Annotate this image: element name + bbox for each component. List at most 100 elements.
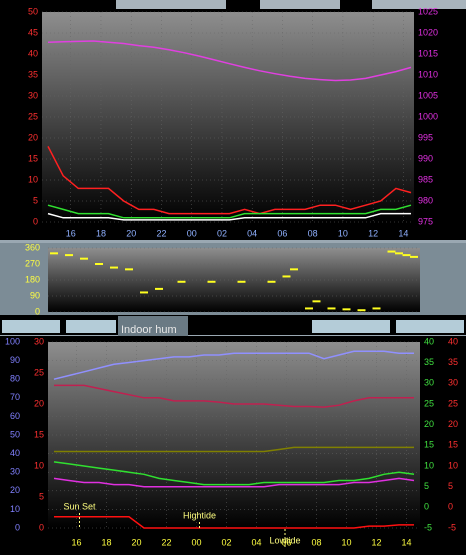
x-tick-label: 06 [277, 228, 287, 238]
point [372, 307, 381, 310]
x-tick-label: 12 [368, 228, 378, 238]
annotation-label: Lowtide [269, 535, 300, 545]
y-tick-label: 5 [448, 481, 453, 491]
tab[interactable] [372, 0, 466, 9]
series-line [47, 146, 412, 215]
x-tick-label: 02 [221, 537, 231, 547]
y-tick-label: 20 [424, 419, 434, 429]
point [95, 263, 103, 265]
x-tick-label: 22 [161, 537, 171, 547]
x-tick-label: 04 [247, 228, 257, 238]
y-tick-label: 180 [25, 274, 40, 284]
plot-area [48, 248, 420, 312]
button[interactable] [66, 320, 116, 333]
y-tick-label: 975 [418, 216, 433, 226]
point [267, 280, 276, 283]
series-line [53, 461, 415, 486]
y-tick-label: 50 [28, 6, 38, 16]
y-tick-label: 985 [418, 174, 433, 184]
y-tick-label: 0 [424, 502, 429, 512]
tab[interactable] [260, 0, 340, 9]
y-tick-label: 90 [10, 355, 20, 365]
y-tick-label: 995 [418, 132, 433, 142]
y-tick-label: 30 [10, 467, 20, 477]
x-tick-label: 18 [96, 228, 106, 238]
button[interactable] [396, 320, 464, 333]
y-tick-label: 980 [418, 195, 433, 205]
y-tick-label: 20 [28, 132, 38, 142]
x-tick-label: 18 [101, 537, 111, 547]
y-tick-label: 25 [28, 111, 38, 121]
point [140, 291, 148, 294]
y-tick-label: 15 [34, 429, 44, 439]
annotation-label: Sun Set [63, 501, 96, 511]
x-tick-label: 10 [338, 228, 348, 238]
point [395, 252, 403, 255]
plot-area [42, 12, 414, 222]
y-tick-label: 10 [28, 174, 38, 184]
y-tick-label: 30 [448, 378, 458, 388]
button[interactable] [312, 320, 390, 333]
point [177, 280, 186, 283]
series-line [47, 204, 412, 219]
y-tick-label: 1005 [418, 90, 438, 100]
y-tick-label: 40 [448, 336, 458, 346]
y-tick-label: 10 [10, 504, 20, 514]
y-tick-label: 5 [39, 491, 44, 501]
point [110, 266, 118, 269]
point [290, 268, 298, 271]
point [327, 307, 336, 310]
y-tick-label: 360 [25, 242, 40, 252]
y-tick-label: 1015 [418, 48, 438, 58]
y-tick-label: 0 [35, 306, 40, 316]
point [80, 257, 88, 260]
y-tick-label: 0 [15, 522, 20, 532]
y-tick-label: 40 [28, 48, 38, 58]
series-line [47, 40, 412, 82]
x-tick-label: 16 [71, 537, 81, 547]
y-tick-label: 1025 [418, 6, 438, 16]
point [410, 255, 418, 258]
y-tick-label: 80 [10, 374, 20, 384]
point [357, 309, 366, 312]
y-tick-label: 50 [10, 429, 20, 439]
y-tick-label: 0 [33, 216, 38, 226]
top-bar [0, 0, 466, 10]
point [305, 307, 313, 310]
x-tick-label: 06 [281, 537, 291, 547]
x-tick-label: 04 [251, 537, 261, 547]
y-tick-label: 35 [28, 69, 38, 79]
point [125, 268, 133, 271]
x-tick-label: 08 [311, 537, 321, 547]
y-tick-label: 90 [30, 290, 40, 300]
point [342, 308, 351, 311]
annotation-label: Hightide [183, 510, 216, 520]
y-tick-label: 20 [10, 485, 20, 495]
x-tick-label: 00 [191, 537, 201, 547]
y-tick-label: 0 [448, 502, 453, 512]
button[interactable] [2, 320, 60, 333]
y-tick-label: 1000 [418, 111, 438, 121]
y-tick-label: -5 [424, 522, 432, 532]
y-tick-label: 1010 [418, 69, 438, 79]
y-tick-label: 25 [424, 398, 434, 408]
x-tick-label: 16 [66, 228, 76, 238]
y-tick-label: 30 [28, 90, 38, 100]
y-tick-label: 15 [448, 440, 458, 450]
x-tick-label: 20 [131, 537, 141, 547]
tab[interactable] [116, 0, 226, 9]
x-tick-label: 22 [156, 228, 166, 238]
series-line [54, 516, 414, 529]
y-tick-label: 40 [424, 336, 434, 346]
x-tick-label: 00 [187, 228, 197, 238]
y-tick-label: 70 [10, 392, 20, 402]
y-tick-label: 990 [418, 153, 433, 163]
point [402, 254, 411, 257]
point [312, 300, 321, 303]
y-tick-label: 40 [10, 448, 20, 458]
y-tick-label: 10 [448, 460, 458, 470]
y-tick-label: 10 [424, 460, 434, 470]
series-line [54, 446, 414, 453]
x-tick-label: 12 [371, 537, 381, 547]
